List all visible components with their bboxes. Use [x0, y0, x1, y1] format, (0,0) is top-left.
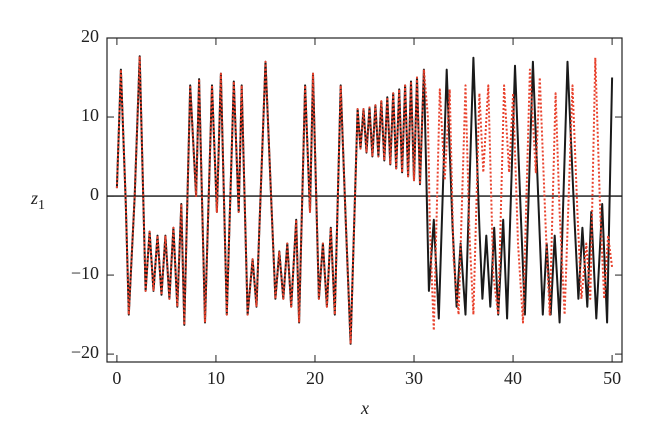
y-axis-label-subscript: 1	[38, 198, 45, 213]
x-tick-label: 50	[603, 368, 621, 388]
y-tick-label: −20	[71, 342, 99, 362]
x-axis-label: x	[360, 398, 369, 418]
y-tick-label: 10	[81, 105, 99, 125]
x-tick-label: 30	[405, 368, 423, 388]
y-axis-label: z1	[30, 188, 45, 213]
plot-area	[106, 37, 623, 363]
x-tick-label: 0	[112, 368, 121, 388]
y-tick-label: −10	[71, 263, 99, 283]
y-tick-label: 0	[90, 184, 99, 204]
x-tick-label: 10	[207, 368, 225, 388]
x-tick-label: 40	[504, 368, 522, 388]
y-tick-label: 20	[81, 26, 99, 46]
x-tick-label: 20	[306, 368, 324, 388]
y-axis-label-main: z	[30, 188, 38, 208]
